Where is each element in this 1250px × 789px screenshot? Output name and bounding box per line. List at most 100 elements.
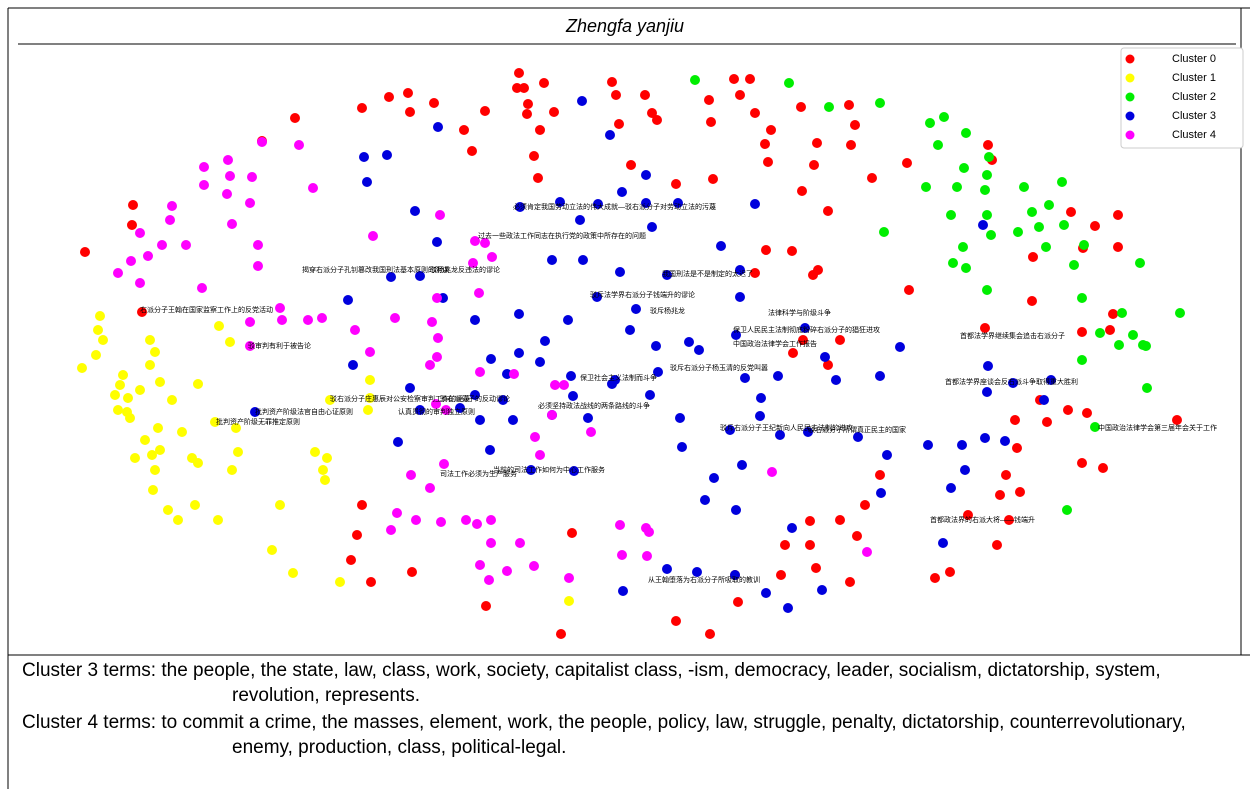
point	[475, 415, 485, 425]
point	[775, 430, 785, 440]
point	[539, 78, 549, 88]
point	[902, 158, 912, 168]
point	[223, 155, 233, 165]
legend-marker	[1125, 92, 1135, 102]
point	[1117, 308, 1127, 318]
point	[390, 313, 400, 323]
point	[673, 198, 683, 208]
point	[480, 238, 490, 248]
point	[308, 183, 318, 193]
point	[1008, 378, 1018, 388]
legend-label: Cluster 2	[1172, 91, 1216, 103]
point	[368, 231, 378, 241]
point	[593, 199, 603, 209]
point	[644, 527, 654, 537]
point	[410, 206, 420, 216]
point	[817, 585, 827, 595]
note: Cluster 4 terms: to commit a crime, the …	[22, 712, 1186, 758]
point	[317, 313, 327, 323]
point	[515, 538, 525, 548]
point	[980, 433, 990, 443]
annotation: 保卫社会主义法制而斗争	[580, 373, 657, 382]
point	[250, 407, 260, 417]
point	[486, 354, 496, 364]
point	[210, 417, 220, 427]
point	[850, 120, 860, 130]
point	[150, 347, 160, 357]
point	[1113, 210, 1123, 220]
annotation: 过去一些政法工作同志在执行党的政策中所存在的问题	[478, 231, 646, 240]
point	[555, 197, 565, 207]
point	[626, 160, 636, 170]
point	[512, 83, 522, 93]
point	[733, 597, 743, 607]
point	[788, 348, 798, 358]
point	[980, 185, 990, 195]
point	[1057, 177, 1067, 187]
point	[277, 315, 287, 325]
point	[1015, 487, 1025, 497]
point	[475, 560, 485, 570]
point	[961, 128, 971, 138]
point	[113, 405, 123, 415]
point	[275, 500, 285, 510]
point	[113, 268, 123, 278]
point	[820, 352, 830, 362]
point	[384, 92, 394, 102]
point	[662, 270, 672, 280]
point	[575, 215, 585, 225]
point	[617, 550, 627, 560]
point	[441, 405, 451, 415]
point	[652, 115, 662, 125]
point	[1090, 422, 1100, 432]
point	[80, 247, 90, 257]
point	[882, 450, 892, 460]
legend-marker	[1125, 130, 1135, 140]
point	[957, 440, 967, 450]
point	[684, 337, 694, 347]
point	[433, 122, 443, 132]
point	[767, 467, 777, 477]
point	[729, 74, 739, 84]
point	[647, 222, 657, 232]
point	[135, 385, 145, 395]
point	[163, 505, 173, 515]
point	[357, 103, 367, 113]
point	[213, 515, 223, 525]
annotation: 中国政治法律学会第三届年会关于工作	[1098, 423, 1217, 432]
point	[982, 387, 992, 397]
point	[411, 515, 421, 525]
point	[824, 102, 834, 112]
point	[1013, 227, 1023, 237]
point	[694, 345, 704, 355]
point	[805, 516, 815, 526]
point	[875, 98, 885, 108]
annotation: 必须坚持政法战线的两条路线的斗争	[538, 401, 650, 410]
point	[1001, 470, 1011, 480]
point	[813, 265, 823, 275]
point	[135, 228, 145, 238]
point	[118, 370, 128, 380]
point	[1027, 296, 1037, 306]
point	[502, 566, 512, 576]
point	[147, 450, 157, 460]
point	[1063, 405, 1073, 415]
point	[564, 596, 574, 606]
point	[651, 341, 661, 351]
point	[275, 303, 285, 313]
point	[1069, 260, 1079, 270]
point	[382, 150, 392, 160]
point	[514, 348, 524, 358]
point	[895, 342, 905, 352]
point	[578, 255, 588, 265]
point	[393, 437, 403, 447]
point	[946, 210, 956, 220]
point	[386, 272, 396, 282]
point	[961, 263, 971, 273]
point	[1095, 328, 1105, 338]
point	[126, 256, 136, 266]
point	[193, 379, 203, 389]
note: Cluster 3 terms: the people, the state, …	[22, 660, 1161, 706]
point	[640, 90, 650, 100]
point	[625, 325, 635, 335]
